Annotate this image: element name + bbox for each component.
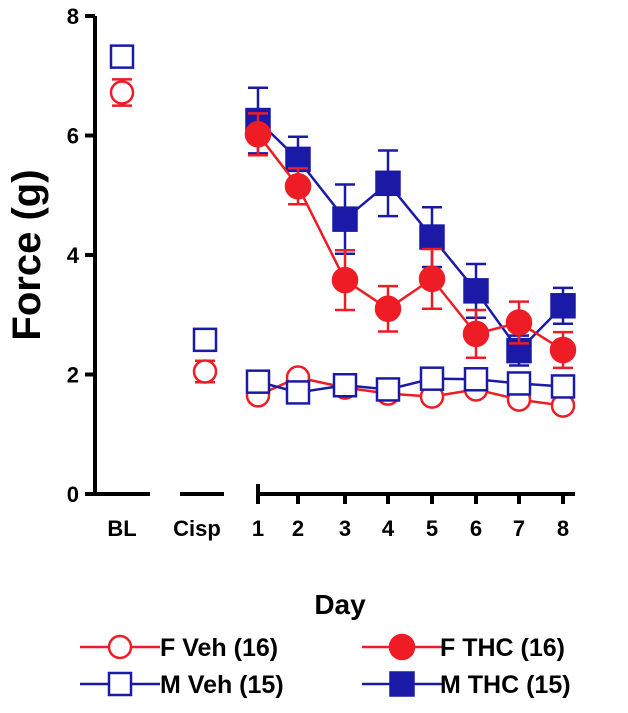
x-tick-label: 3 bbox=[339, 516, 351, 541]
legend-entry: M Veh (15) bbox=[80, 671, 284, 699]
x-tick-label: 1 bbox=[252, 516, 264, 541]
legend-label: M Veh (15) bbox=[160, 671, 284, 699]
x-tick-label: 2 bbox=[292, 516, 304, 541]
y-tick-label: 4 bbox=[67, 243, 80, 268]
x-tick-label: 7 bbox=[513, 516, 525, 541]
legend-label: M THC (15) bbox=[440, 671, 571, 699]
data-point bbox=[419, 366, 445, 391]
data-point bbox=[375, 377, 401, 402]
y-tick-label: 6 bbox=[67, 124, 79, 149]
x-tick-label: Cisp bbox=[173, 516, 221, 541]
legend: F Veh (16) F THC (16) M Veh (15) M THC (15) bbox=[80, 633, 571, 699]
x-tick-label: 4 bbox=[382, 516, 395, 541]
y-tick-label: 8 bbox=[67, 4, 79, 29]
x-tick-label: BL bbox=[107, 516, 136, 541]
chart-marks bbox=[109, 44, 577, 418]
data-point bbox=[418, 265, 446, 293]
series-f-veh-16 bbox=[109, 78, 576, 418]
data-point bbox=[549, 336, 577, 364]
data-point bbox=[419, 224, 445, 250]
data-point bbox=[331, 266, 359, 294]
data-point bbox=[374, 295, 402, 323]
data-point bbox=[244, 121, 272, 148]
data-point bbox=[389, 671, 415, 697]
data-point bbox=[463, 367, 489, 392]
data-point bbox=[550, 374, 576, 399]
legend-label: F THC (16) bbox=[440, 634, 565, 662]
data-point bbox=[375, 170, 401, 197]
x-tick-label: 8 bbox=[557, 516, 569, 541]
axes: 0 2 4 6 8 BL Cisp 1 2 3 4 5 6 7 8 bbox=[67, 4, 575, 541]
data-point bbox=[550, 293, 576, 319]
data-point bbox=[109, 80, 135, 105]
legend-entry: M THC (15) bbox=[362, 671, 571, 699]
data-point bbox=[505, 309, 533, 336]
data-point bbox=[284, 173, 312, 200]
series-m-veh-15 bbox=[109, 44, 576, 405]
series-f-thc-16 bbox=[244, 112, 577, 370]
data-point bbox=[192, 359, 218, 384]
data-point bbox=[388, 633, 416, 661]
x-tick-label: 5 bbox=[426, 516, 438, 541]
data-point bbox=[506, 371, 532, 396]
y-axis-label: Force (g) bbox=[5, 169, 49, 340]
data-point bbox=[107, 634, 133, 660]
data-point bbox=[285, 380, 311, 405]
data-point bbox=[245, 369, 271, 394]
data-point bbox=[463, 278, 489, 304]
data-point bbox=[192, 327, 218, 353]
data-point bbox=[109, 44, 135, 69]
x-tick-label: 6 bbox=[470, 516, 482, 541]
legend-entry: F Veh (16) bbox=[80, 634, 278, 662]
data-point bbox=[332, 373, 358, 398]
y-tick-label: 0 bbox=[67, 482, 79, 507]
data-point bbox=[107, 671, 133, 697]
data-point bbox=[332, 206, 358, 232]
data-point bbox=[462, 320, 490, 348]
y-tick-label: 2 bbox=[67, 363, 79, 388]
legend-label: F Veh (16) bbox=[160, 634, 278, 662]
x-axis-label: Day bbox=[314, 589, 366, 620]
legend-entry: F THC (16) bbox=[362, 633, 565, 662]
